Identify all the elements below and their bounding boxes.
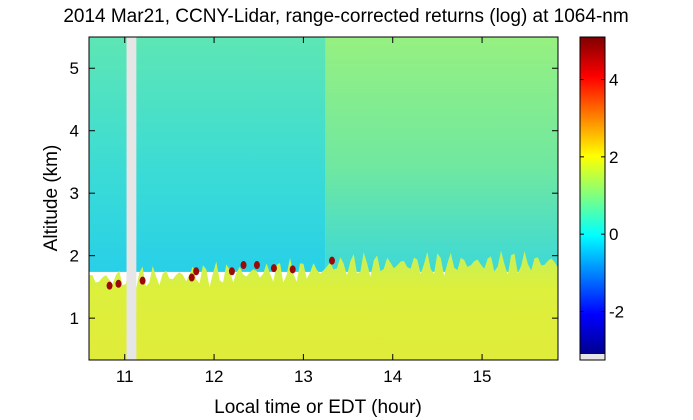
cloud-feature <box>115 279 122 288</box>
boundary-layer-region <box>89 250 558 360</box>
chart-title: 2014 Mar21, CCNY-Lidar, range-corrected … <box>63 6 628 27</box>
cloud-feature <box>188 273 195 282</box>
colorbar: -2 0 2 4 <box>579 36 624 361</box>
cloud-feature <box>328 256 335 265</box>
x-axis: 11 12 13 14 15 <box>116 37 492 386</box>
colorbar-scale <box>580 37 605 354</box>
cloud-feature <box>228 267 235 276</box>
y-axis-label: Altitude (km) <box>41 145 62 252</box>
colorbar-frame <box>579 36 606 361</box>
x-tick-label: 14 <box>383 367 402 386</box>
x-tick-label: 11 <box>116 367 134 386</box>
cloud-feature <box>253 261 260 270</box>
x-axis-label: Local time or EDT (hour) <box>214 397 422 418</box>
cloud-feature <box>240 261 247 270</box>
cloud-feature <box>106 281 113 290</box>
y-tick-label: 3 <box>70 184 79 203</box>
colorbar-tick-label: 4 <box>609 71 618 90</box>
colorbar-gap-swatch <box>580 354 605 360</box>
cloud-feature <box>193 267 200 276</box>
axes-frame <box>88 36 559 361</box>
data-gap <box>126 37 137 360</box>
colorbar-tick-label: 2 <box>609 148 618 167</box>
x-tick-label: 15 <box>473 367 492 386</box>
free-troposphere-late-region <box>325 37 558 272</box>
x-tick-label: 13 <box>294 367 313 386</box>
cloud-feature <box>270 264 277 273</box>
heatmap-area <box>89 37 558 360</box>
y-axis: 1 2 3 4 5 <box>70 59 558 328</box>
cloud-feature <box>289 265 296 274</box>
y-tick-label: 1 <box>70 309 79 328</box>
free-troposphere-region <box>89 37 326 272</box>
y-tick-label: 4 <box>70 122 79 141</box>
colorbar-tick-label: -2 <box>609 302 624 321</box>
y-tick-label: 2 <box>70 247 79 266</box>
cloud-feature <box>139 276 146 285</box>
x-tick-label: 12 <box>205 367 224 386</box>
colorbar-tick-label: 0 <box>609 225 618 244</box>
y-tick-label: 5 <box>70 59 79 78</box>
